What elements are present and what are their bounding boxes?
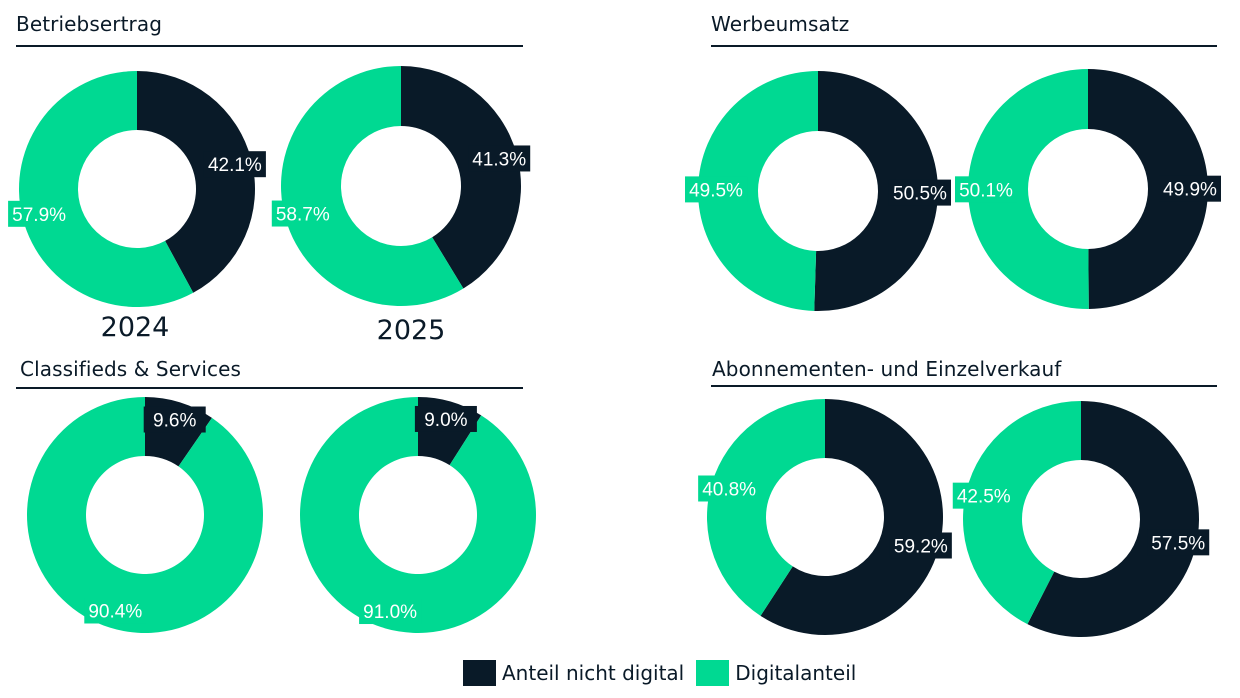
donut-label-box — [8, 200, 71, 227]
donut-label-text: 57.5% — [1151, 533, 1205, 554]
donut-slice-nicht-digital — [1088, 69, 1208, 309]
donut-betriebsertrag-2025: 41.3% 58.7% — [271, 66, 531, 306]
donut-slice-nicht-digital — [401, 66, 522, 289]
legend-item-digital: Digitalanteil — [696, 660, 856, 686]
donut-label-digital: 90.4% — [84, 597, 147, 624]
donut-label-nicht-digital: 50.5% — [888, 179, 951, 206]
legend-label-digital: Digitalanteil — [735, 661, 857, 685]
donut-label-nicht-digital: 59.2% — [889, 532, 952, 559]
donut-label-digital: 91.0% — [359, 598, 422, 625]
panel-rule-betriebsertrag — [16, 45, 523, 47]
donut-label-text: 42.5% — [957, 487, 1011, 508]
donut-label-text: 91.0% — [363, 602, 417, 623]
donut-label-box — [143, 406, 206, 433]
panel-rule-abonnementen — [711, 385, 1217, 387]
donut-label-box — [698, 475, 761, 502]
year-label-2024: 2024 — [100, 312, 170, 343]
donut-werbeumsatz-2025: 49.9% 50.1% — [955, 69, 1221, 309]
donut-abonnementen-2024: 59.2% 40.8% — [698, 399, 952, 635]
donut-label-text: 59.2% — [894, 537, 948, 558]
donut-label-box — [359, 598, 422, 625]
donut-slice-digital — [707, 399, 825, 616]
donut-label-box — [685, 176, 748, 203]
donut-label-text: 9.0% — [424, 410, 467, 431]
donut-label-digital: 58.7% — [271, 200, 334, 227]
donut-label-nicht-digital: 57.5% — [1147, 529, 1210, 556]
donut-label-box — [468, 145, 531, 172]
panel-title-betriebsertrag: Betriebsertrag — [16, 12, 163, 36]
donut-label-digital: 50.1% — [955, 176, 1018, 203]
legend-swatch-digital — [696, 660, 730, 686]
donut-betriebsertrag-2024: 42.1% 57.9% — [8, 71, 266, 307]
panel-rule-classifieds — [16, 387, 523, 389]
donut-classifieds-2025: 9.0% 91.0% — [300, 396, 537, 633]
donut-label-digital: 42.5% — [952, 482, 1015, 509]
donut-label-text: 49.9% — [1163, 180, 1217, 201]
panel-title-classifieds: Classifieds & Services — [20, 357, 242, 381]
donut-label-digital: 40.8% — [698, 475, 761, 502]
donut-slice-digital — [300, 396, 537, 633]
donut-label-text: 90.4% — [88, 601, 142, 622]
donut-label-box — [414, 405, 477, 432]
donut-label-box — [84, 597, 147, 624]
legend-item-nicht-digital: Anteil nicht digital — [463, 660, 684, 686]
donut-label-box — [952, 482, 1015, 509]
donut-label-box — [955, 176, 1018, 203]
donut-label-box — [889, 532, 952, 559]
donut-slice-nicht-digital — [814, 71, 938, 311]
donut-label-text: 50.1% — [959, 180, 1013, 201]
donut-slice-digital — [697, 71, 818, 311]
donut-slice-digital — [27, 397, 263, 633]
donut-label-text: 49.5% — [689, 180, 743, 201]
donut-label-text: 40.8% — [702, 479, 756, 500]
donut-slice-nicht-digital — [1027, 401, 1199, 638]
donut-label-nicht-digital: 49.9% — [1158, 175, 1221, 202]
donut-label-box — [888, 179, 951, 206]
donut-label-text: 57.9% — [12, 205, 66, 226]
donut-slice-digital — [19, 71, 194, 307]
donut-werbeumsatz-2024: 50.5% 49.5% — [685, 71, 951, 311]
donut-classifieds-2024: 9.6% 90.4% — [27, 397, 263, 633]
donut-label-nicht-digital: 42.1% — [203, 151, 266, 178]
donut-label-nicht-digital: 41.3% — [468, 145, 531, 172]
donut-slice-digital — [281, 66, 464, 306]
donut-slice-digital — [962, 401, 1081, 625]
donut-label-nicht-digital: 9.0% — [414, 405, 477, 432]
donut-label-box — [271, 200, 334, 227]
donut-label-text: 41.3% — [472, 149, 526, 170]
donut-label-digital: 49.5% — [685, 176, 748, 203]
donut-slice-nicht-digital — [137, 71, 256, 293]
donut-label-nicht-digital: 9.6% — [143, 406, 206, 433]
donut-label-text: 42.1% — [208, 155, 262, 176]
legend-label-nicht-digital: Anteil nicht digital — [502, 661, 685, 685]
donut-label-box — [1147, 529, 1210, 556]
year-label-2025: 2025 — [376, 315, 446, 346]
panel-title-abonnementen: Abonnementen- und Einzelverkauf — [712, 357, 1062, 381]
donut-label-text: 9.6% — [153, 411, 196, 432]
donut-abonnementen-2025: 57.5% 42.5% — [952, 401, 1210, 638]
panel-title-werbeumsatz: Werbeumsatz — [711, 12, 850, 36]
donut-label-digital: 57.9% — [8, 200, 71, 227]
donut-slice-nicht-digital — [760, 399, 944, 635]
donut-label-box — [203, 151, 266, 178]
donut-label-text: 58.7% — [276, 205, 330, 226]
donut-label-box — [1158, 175, 1221, 202]
donut-slice-digital — [967, 69, 1089, 309]
panel-rule-werbeumsatz — [711, 45, 1217, 47]
donut-label-text: 50.5% — [893, 184, 947, 205]
legend: Anteil nicht digital Digitalanteil — [463, 660, 868, 686]
legend-swatch-nicht-digital — [463, 660, 496, 686]
